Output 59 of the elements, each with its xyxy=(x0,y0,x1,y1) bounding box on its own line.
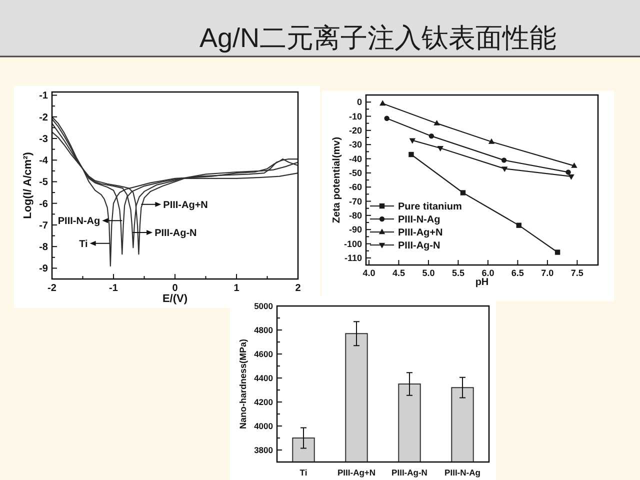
y-tick-label: -1 xyxy=(39,90,48,102)
y-tick-label: -8 xyxy=(39,242,48,254)
y-tick-label: 4600 xyxy=(254,348,274,359)
y-tick-label: -60 xyxy=(348,182,362,192)
x-tick-label: -2 xyxy=(48,283,57,294)
x-axis-title: pH xyxy=(475,277,489,288)
y-tick-label: -10 xyxy=(348,111,362,122)
x-tick-label: 1 xyxy=(234,283,240,294)
y-tick-label: 3800 xyxy=(254,444,274,455)
text: Ag/N二元离子注入钛表面性能 xyxy=(199,23,557,53)
legend-label: Pure titanium xyxy=(398,202,462,212)
y-tick-label: 4200 xyxy=(254,396,274,407)
x-tick-label: 6.0 xyxy=(482,268,494,278)
annotation: PIII-N-Ag xyxy=(58,216,100,228)
legend-label: PIII-N-Ag xyxy=(398,214,440,226)
legend-label: PIII-Ag+N xyxy=(398,228,443,238)
y-tick-label: -3 xyxy=(39,134,48,145)
legend-label: PIII-Ag-N xyxy=(398,240,440,252)
x-tick-label: Ti xyxy=(300,468,308,478)
y-tick-label: -110 xyxy=(344,253,362,264)
x-tick-label: PIII-Ag+N xyxy=(337,468,376,478)
x-tick-label: PIII-N-Ag xyxy=(444,468,480,478)
y-tick-label: 4000 xyxy=(254,420,274,431)
y-tick-label: -5 xyxy=(39,177,48,188)
y-tick-label: -30 xyxy=(348,140,362,150)
y-tick-label: 0 xyxy=(356,97,362,108)
x-tick-label: -1 xyxy=(109,283,118,294)
x-tick-label: 2 xyxy=(295,283,302,294)
y-tick-label: -9 xyxy=(39,264,48,275)
x-tick-label: PIII-Ag-N xyxy=(392,468,428,478)
x-tick-label: 7.0 xyxy=(541,268,554,278)
y-tick-label: -90 xyxy=(348,224,362,235)
y-tick-label: -7 xyxy=(39,220,48,232)
y-tick-label: -40 xyxy=(348,154,362,164)
x-axis-title: E/(V) xyxy=(162,293,188,305)
y-tick-label: -20 xyxy=(348,126,362,136)
x-tick-label: 5.5 xyxy=(452,268,464,278)
y-axis-title: Log(I/ A/cm²) xyxy=(22,152,34,219)
annotation: Ti xyxy=(79,238,88,250)
x-tick-label: 7.5 xyxy=(570,268,584,278)
y-tick-label: -100 xyxy=(344,238,362,249)
annotation: PIII-Ag-N xyxy=(154,228,197,240)
y-tick-label: -80 xyxy=(348,210,362,221)
y-axis-title: Nano-hardness(MPa) xyxy=(238,338,248,430)
x-tick-label: 4.5 xyxy=(392,268,405,278)
x-tick-label: 5.0 xyxy=(422,268,435,278)
annotation: PIII-Ag+N xyxy=(163,200,208,211)
y-tick-label: -70 xyxy=(348,196,362,206)
x-tick-label: 6.5 xyxy=(511,268,524,278)
y-axis-title: Zeta potential(mv) xyxy=(332,136,342,224)
x-tick-label: 0 xyxy=(172,283,178,294)
y-tick-label: -6 xyxy=(39,198,48,210)
y-tick-label: 4800 xyxy=(254,324,274,335)
x-tick-label: 4.0 xyxy=(362,268,376,278)
y-tick-label: -2 xyxy=(39,112,48,124)
y-tick-label: -50 xyxy=(348,168,362,178)
y-tick-label: -4 xyxy=(39,156,48,167)
y-tick-label: 4400 xyxy=(254,372,274,383)
y-tick-label: 5000 xyxy=(254,300,274,311)
